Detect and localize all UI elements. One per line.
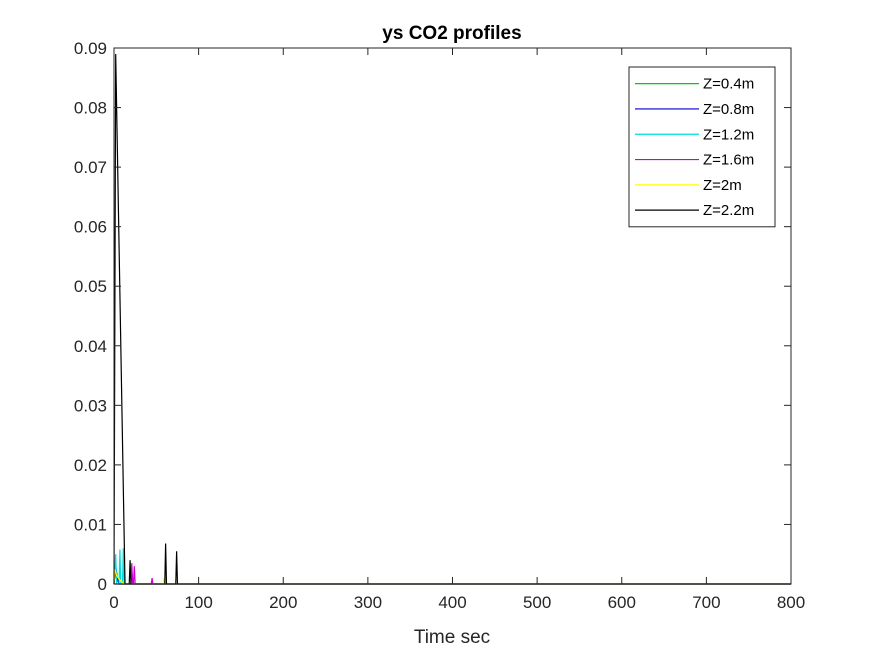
x-axis-label: Time sec [414, 627, 490, 648]
x-tick-label: 400 [438, 593, 466, 612]
legend-label-4: Z=1.6m [703, 152, 754, 169]
series-line-4 [114, 563, 791, 585]
legend-label-1: Z=0.4m [703, 76, 754, 93]
y-tick-label: 0.04 [74, 337, 107, 356]
x-tick-label: 700 [692, 593, 720, 612]
legend: Z=0.4m Z=0.8m Z=1.2m Z=1.6m Z=2m Z=2.2m [628, 66, 776, 228]
x-tick-label: 100 [184, 593, 212, 612]
ticks-layer: 0 100 200 300 400 500 600 700 800 0 0.01 0.02 0.03 0.… [74, 39, 805, 612]
legend-box [628, 66, 776, 228]
legend-label-6: Z=2.2m [703, 202, 754, 219]
y-tick-label: 0.02 [74, 456, 107, 475]
series-line-3 [113, 548, 791, 585]
y-tick-label: 0.09 [74, 39, 107, 58]
y-tick-label: 0 [98, 575, 107, 594]
x-tick-label: 0 [109, 593, 118, 612]
legend-label-5: Z=2m [703, 177, 742, 194]
x-tick-label: 200 [269, 593, 297, 612]
y-tick-label: 0.05 [74, 277, 107, 296]
x-tick-label: 300 [354, 593, 382, 612]
x-tick-label: 600 [608, 593, 636, 612]
legend-label-3: Z=1.2m [703, 126, 754, 143]
chart-title: ys CO2 profiles [382, 23, 521, 44]
plot-frame [113, 47, 792, 585]
y-tick-label: 0.07 [74, 158, 107, 177]
legend-label-2: Z=0.8m [703, 101, 754, 118]
x-tick-label: 800 [777, 593, 805, 612]
x-tick-label: 500 [523, 593, 551, 612]
y-tick-label: 0.08 [74, 99, 107, 118]
y-tick-label: 0.03 [74, 396, 107, 415]
y-tick-label: 0.06 [74, 218, 107, 237]
y-tick-label: 0.01 [74, 515, 107, 534]
